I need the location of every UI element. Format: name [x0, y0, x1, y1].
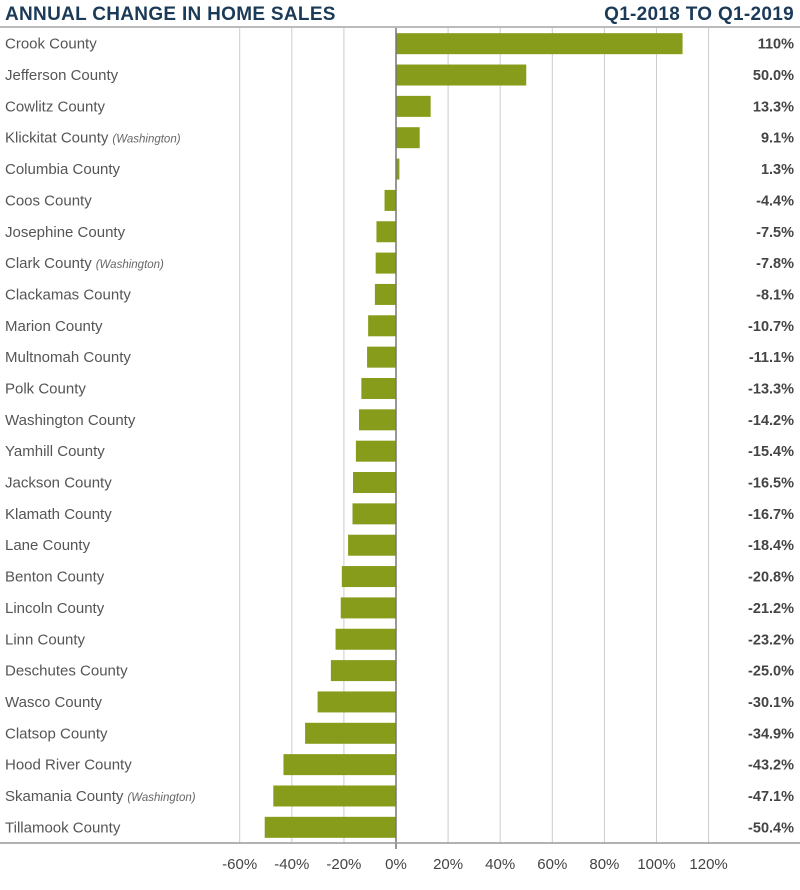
bar — [384, 189, 396, 211]
x-tick-label: 60% — [537, 856, 567, 873]
category-label: Yamhill County — [5, 443, 105, 460]
bar — [396, 64, 527, 86]
category-label: Hood River County — [5, 757, 132, 774]
bar — [335, 628, 396, 650]
bar — [361, 377, 396, 399]
bar — [355, 440, 396, 462]
category-label: Clackamas County — [5, 286, 131, 303]
category-label: Wasco County — [5, 694, 102, 711]
bar — [375, 252, 396, 274]
bar — [353, 472, 396, 494]
data-label: -47.1% — [748, 789, 794, 805]
chart-title: ANNUAL CHANGE IN HOME SALES — [5, 4, 336, 25]
category-label: Washington County — [5, 412, 136, 429]
data-label: -18.4% — [748, 538, 794, 554]
category-label: Jefferson County — [5, 67, 119, 84]
x-tick-label: 0% — [385, 856, 407, 873]
chart-subtitle: Q1-2018 TO Q1-2019 — [604, 4, 794, 25]
bar — [376, 221, 396, 243]
bar — [359, 409, 396, 431]
category-label: Multnomah County — [5, 349, 131, 366]
data-label: -14.2% — [748, 413, 794, 429]
category-label: Crook County — [5, 36, 97, 53]
bar — [330, 660, 396, 682]
x-tick-label: -20% — [326, 856, 361, 873]
category-note: (Washington) — [127, 792, 195, 804]
category-label: Polk County — [5, 380, 86, 397]
data-label: -15.4% — [748, 444, 794, 460]
data-label: 110% — [758, 37, 794, 53]
category-label: Jackson County — [5, 475, 112, 492]
x-tick-label: 80% — [589, 856, 619, 873]
data-label: -30.1% — [748, 695, 794, 711]
data-label: -20.8% — [748, 570, 794, 586]
category-label: Klickitat County (Washington) — [5, 130, 181, 147]
x-tick-label: -40% — [274, 856, 309, 873]
category-label: Linn County — [5, 631, 86, 648]
category-label: Cowlitz County — [5, 98, 106, 115]
data-label: -34.9% — [748, 726, 794, 742]
category-label: Lane County — [5, 537, 91, 554]
bar — [283, 754, 396, 776]
data-label: 50.0% — [753, 68, 794, 84]
category-note: (Washington) — [96, 259, 164, 271]
bar — [273, 785, 396, 807]
data-label: -11.1% — [749, 350, 794, 366]
bar — [396, 95, 431, 117]
data-label: -8.1% — [756, 287, 794, 303]
bar — [348, 534, 396, 556]
x-tick-label: 40% — [485, 856, 515, 873]
data-label: -4.4% — [756, 193, 794, 209]
category-label: Lincoln County — [5, 600, 105, 617]
data-label: 13.3% — [753, 99, 794, 115]
bar — [396, 33, 683, 55]
data-label: -23.2% — [748, 632, 794, 648]
bar — [367, 346, 396, 368]
bar — [317, 691, 396, 713]
category-label: Deschutes County — [5, 663, 128, 680]
category-label: Marion County — [5, 318, 103, 335]
category-label: Skamania County (Washington) — [5, 788, 196, 805]
x-tick-label: -60% — [222, 856, 257, 873]
category-label: Coos County — [5, 192, 92, 209]
data-label: -16.5% — [748, 476, 794, 492]
bar — [305, 722, 396, 744]
data-label: -25.0% — [748, 664, 794, 680]
bar — [368, 315, 396, 337]
x-tick-label: 120% — [689, 856, 727, 873]
bar — [374, 283, 396, 305]
bar — [396, 158, 400, 180]
category-label: Klamath County — [5, 506, 112, 523]
bar — [340, 597, 396, 619]
x-tick-label: 100% — [637, 856, 675, 873]
data-label: -50.4% — [748, 820, 794, 836]
data-label: 9.1% — [761, 131, 794, 147]
bar — [396, 127, 420, 149]
category-label: Benton County — [5, 569, 105, 586]
bar — [341, 566, 396, 588]
data-label: -10.7% — [748, 319, 794, 335]
data-label: -7.8% — [756, 256, 794, 272]
category-label: Josephine County — [5, 224, 126, 241]
bar — [352, 503, 396, 525]
data-label: -16.7% — [748, 507, 794, 523]
data-label: -7.5% — [756, 225, 794, 241]
data-label: -13.3% — [748, 381, 794, 397]
bar — [264, 816, 396, 838]
x-tick-label: 20% — [433, 856, 463, 873]
data-label: 1.3% — [761, 162, 794, 178]
data-label: -21.2% — [748, 601, 794, 617]
category-label: Clatsop County — [5, 725, 108, 742]
category-note: (Washington) — [112, 134, 180, 146]
category-label: Columbia County — [5, 161, 121, 178]
category-label: Tillamook County — [5, 819, 121, 836]
data-label: -43.2% — [748, 758, 794, 774]
category-label: Clark County (Washington) — [5, 255, 164, 272]
